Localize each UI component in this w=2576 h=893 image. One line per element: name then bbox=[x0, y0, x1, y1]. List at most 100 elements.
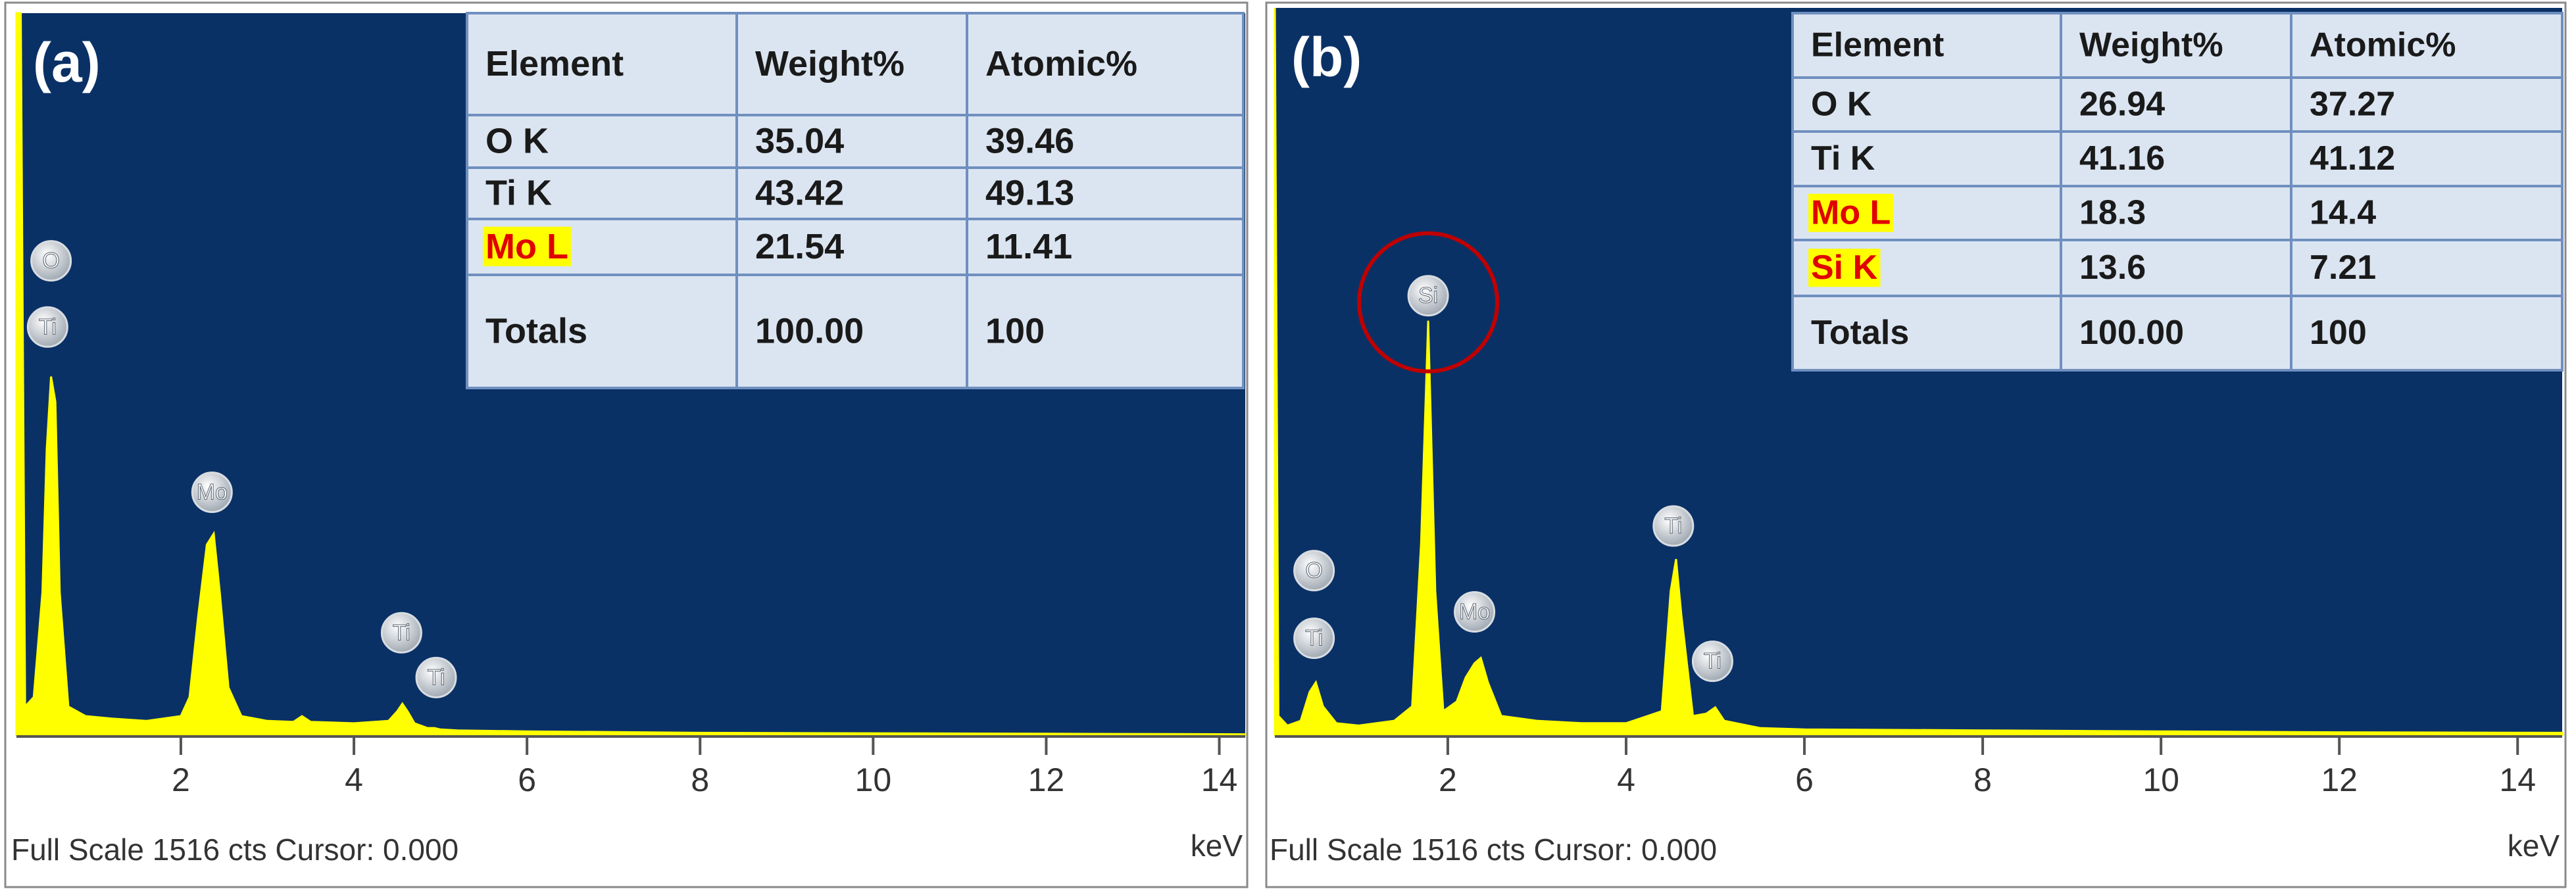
table-text: 13.6 bbox=[2079, 249, 2146, 287]
table-text: 41.16 bbox=[2079, 139, 2165, 178]
table-cell bbox=[466, 274, 738, 389]
x-label: keV bbox=[1191, 829, 1243, 863]
table-text: 21.54 bbox=[755, 227, 844, 266]
peak-label: Ti bbox=[1704, 649, 1721, 674]
table-text: Totals bbox=[1811, 314, 1909, 352]
table-text: 100.00 bbox=[755, 311, 864, 350]
peak-badge bbox=[415, 656, 457, 698]
x-tick-label: 14 bbox=[2499, 761, 2536, 798]
table-text: Ti K bbox=[1811, 139, 1875, 178]
table-text: 43.42 bbox=[755, 173, 844, 212]
table-cell bbox=[735, 166, 968, 220]
x-tick-label: 12 bbox=[1028, 761, 1065, 798]
table-cell bbox=[2290, 295, 2564, 372]
table-text: Element bbox=[485, 44, 624, 84]
peak-badge bbox=[1407, 275, 1449, 317]
peak-badge bbox=[1293, 550, 1335, 592]
x-tick-label: 6 bbox=[1795, 761, 1814, 798]
table-text: Weight% bbox=[2079, 26, 2223, 64]
table-text: 11.41 bbox=[985, 227, 1072, 266]
highlight-ring bbox=[1357, 231, 1500, 374]
table-cell bbox=[1791, 295, 2062, 372]
x-tick-label: 12 bbox=[2321, 761, 2358, 798]
x-tick-label: 14 bbox=[1201, 761, 1238, 798]
table-text: O K bbox=[1811, 85, 1872, 124]
peak-label: Ti bbox=[393, 620, 410, 645]
table-text: Totals bbox=[485, 311, 587, 350]
table-text-highlight: Si K bbox=[1811, 249, 1878, 287]
table-text: 100 bbox=[2310, 314, 2367, 352]
peak-badge bbox=[30, 240, 72, 282]
table-text: Ti K bbox=[485, 173, 552, 212]
peak-label: Mo bbox=[197, 480, 228, 505]
table-text: Atomic% bbox=[985, 44, 1137, 84]
peak-label: Ti bbox=[1305, 626, 1323, 651]
table-cell bbox=[466, 166, 738, 220]
peak-badge bbox=[380, 612, 422, 654]
peak-badge bbox=[1691, 640, 1733, 683]
peak-badge bbox=[1293, 617, 1335, 660]
table-text: 26.94 bbox=[2079, 85, 2165, 124]
table-cell bbox=[2060, 295, 2292, 372]
peak-label: Si bbox=[1418, 283, 1438, 308]
table-text: Atomic% bbox=[2310, 26, 2456, 64]
table-text: Element bbox=[1811, 26, 1944, 64]
table-cell bbox=[966, 114, 1245, 169]
table-cell bbox=[466, 114, 738, 169]
peak-label: Ti bbox=[1664, 514, 1682, 539]
table-cell bbox=[1791, 76, 2062, 133]
peak-label: O bbox=[1305, 558, 1322, 583]
x-tick-label: 4 bbox=[345, 761, 363, 798]
x-tick-label: 8 bbox=[691, 761, 709, 798]
peak-label: Ti bbox=[39, 314, 57, 339]
table-text: 100 bbox=[985, 311, 1045, 350]
peak-badge bbox=[191, 471, 233, 514]
x-tick-label: 2 bbox=[1439, 761, 1457, 798]
peak-badge bbox=[1652, 505, 1695, 547]
x-tick-label: 10 bbox=[2143, 761, 2179, 798]
peak-badge bbox=[26, 306, 68, 348]
highlight-bg bbox=[1808, 249, 1881, 287]
table-text-highlight: Mo L bbox=[1811, 194, 1891, 232]
spectrum-area bbox=[15, 12, 1247, 736]
highlight-bg bbox=[1808, 193, 1894, 232]
x-tick-label: 6 bbox=[518, 761, 536, 798]
table-text: 39.46 bbox=[985, 121, 1074, 160]
table-cell bbox=[2060, 130, 2292, 187]
panel-label: (b) bbox=[1291, 26, 1362, 88]
table-text: 7.21 bbox=[2310, 249, 2376, 287]
footer: Full Scale 1516 cts Cursor: 0.000 bbox=[11, 833, 458, 867]
peak-badge bbox=[1454, 591, 1496, 633]
table-text: 49.13 bbox=[985, 173, 1074, 212]
x-tick-label: 2 bbox=[172, 761, 190, 798]
peak-label: O bbox=[42, 249, 59, 274]
x-tick-label: 10 bbox=[855, 761, 892, 798]
x-tick-label: 8 bbox=[1973, 761, 1992, 798]
table-cell bbox=[966, 274, 1245, 389]
table-cell bbox=[966, 218, 1245, 276]
peak-label: Ti bbox=[427, 665, 445, 690]
table-cell bbox=[2290, 239, 2564, 297]
panel-label: (a) bbox=[33, 32, 101, 93]
table-text: O K bbox=[485, 121, 549, 160]
table-cell bbox=[735, 218, 968, 276]
table-text: Weight% bbox=[755, 44, 904, 84]
table-text: 41.12 bbox=[2310, 139, 2395, 178]
table-text: 18.3 bbox=[2079, 194, 2146, 232]
table-text: 37.27 bbox=[2310, 85, 2395, 124]
peak-label: Mo bbox=[1459, 599, 1490, 624]
table-cell bbox=[2060, 239, 2292, 297]
spectrum-area bbox=[1274, 7, 2564, 736]
x-tick-label: 4 bbox=[1617, 761, 1635, 798]
table-text: 14.4 bbox=[2310, 194, 2376, 232]
table-cell bbox=[2290, 130, 2564, 187]
table-cell bbox=[966, 12, 1245, 116]
table-text: 35.04 bbox=[755, 121, 844, 160]
table-cell bbox=[735, 12, 968, 116]
x-label: keV bbox=[2508, 829, 2560, 863]
table-text: 100.00 bbox=[2079, 314, 2184, 352]
table-text-highlight: Mo L bbox=[485, 227, 568, 266]
table-cell bbox=[735, 274, 968, 389]
footer: Full Scale 1516 cts Cursor: 0.000 bbox=[1270, 833, 1717, 867]
